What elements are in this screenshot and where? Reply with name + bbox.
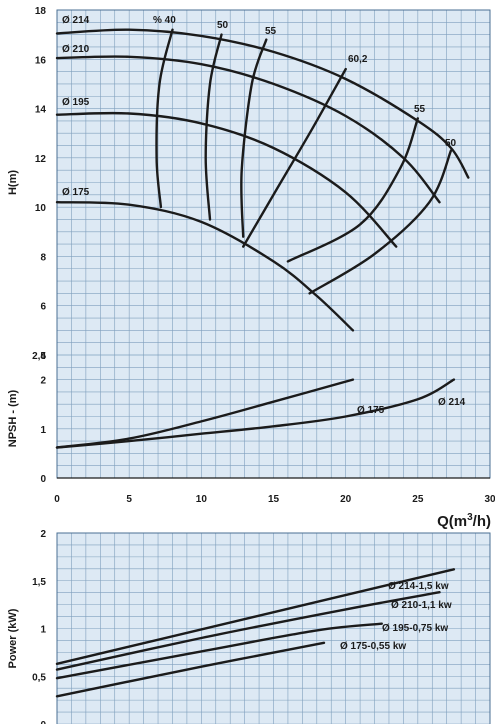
y-tick-label: 16 <box>35 55 47 66</box>
y-tick-label: 1,5 <box>32 577 46 588</box>
y-tick-label: 1 <box>40 625 46 636</box>
power-curve <box>55 591 441 671</box>
efficiency-label: 50 <box>445 138 457 149</box>
x-tick-label: 5 <box>126 494 132 505</box>
y-tick-label: 12 <box>35 154 47 165</box>
power-plot-frame <box>56 532 491 724</box>
head-curve-label: Ø 195 <box>62 97 90 108</box>
x-tick-label: 20 <box>340 494 352 505</box>
y-tick-label: 10 <box>35 203 47 214</box>
head-curve <box>55 201 355 332</box>
efficiency-label: 55 <box>414 104 426 115</box>
y-tick-label: 8 <box>40 252 46 263</box>
x-tick-label: 15 <box>268 494 280 505</box>
y-tick-label: 2 <box>40 529 46 540</box>
head-curve <box>55 55 441 204</box>
npsh-curve-label: Ø 214 <box>438 397 466 408</box>
efficiency-curve <box>204 33 223 221</box>
head-curve <box>55 111 398 248</box>
y-tick-label: 4 <box>40 351 46 362</box>
x-tick-label: 25 <box>412 494 424 505</box>
power-curve <box>55 568 456 665</box>
efficiency-curve <box>240 38 268 238</box>
efficiency-label: 60,2 <box>348 54 368 65</box>
efficiency-label: % 40 <box>153 15 176 26</box>
x-tick-label: 30 <box>484 494 495 505</box>
head-curve-label: Ø 214 <box>62 15 90 26</box>
y-tick-label: 1 <box>40 425 46 436</box>
y-tick-label: 18 <box>35 6 47 17</box>
y-tick-label: 2 <box>40 376 46 387</box>
efficiency-curve <box>155 28 174 209</box>
y-axis-title: Power (kW) <box>7 608 19 668</box>
y-tick-label: 14 <box>35 105 47 116</box>
efficiency-label: 55 <box>265 26 277 37</box>
efficiency-curve <box>242 67 347 248</box>
head-curve-label: Ø 210 <box>62 44 90 55</box>
efficiency-curve <box>286 117 419 263</box>
power-curve-label: Ø 210-1,1 kw <box>391 600 452 611</box>
power-curve <box>55 622 383 680</box>
efficiency-curve <box>308 149 453 295</box>
y-tick-label: 0 <box>40 474 46 485</box>
y-tick-label: 0 <box>40 720 46 724</box>
x-tick-label: 0 <box>54 494 60 505</box>
y-tick-label: 2,5 <box>32 351 46 362</box>
head-curve-label: Ø 175 <box>62 187 90 198</box>
power-curve-label: Ø 214-1,5 kw <box>388 581 449 592</box>
y-tick-label: 0,5 <box>32 672 46 683</box>
x-axis-title: Q(m3/h) <box>437 512 491 530</box>
y-axis-title: H(m) <box>7 170 19 195</box>
head-curve <box>55 28 470 179</box>
y-axis-title: NPSH - (m) <box>7 389 19 447</box>
power-curve-label: Ø 195-0,75 kw <box>382 623 448 634</box>
x-tick-label: 10 <box>196 494 208 505</box>
efficiency-label: 50 <box>217 20 229 31</box>
power-curve-label: Ø 175-0,55 kw <box>340 641 406 652</box>
power-curve <box>55 641 326 698</box>
y-tick-label: 6 <box>40 302 46 313</box>
npsh-curve <box>55 378 456 449</box>
